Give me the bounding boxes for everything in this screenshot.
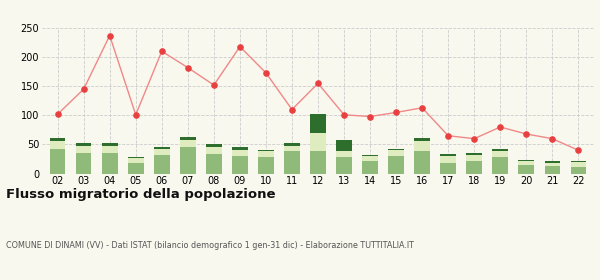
Bar: [258, 150, 274, 151]
Point: [469, 136, 479, 141]
Bar: [258, 157, 274, 174]
Bar: [440, 156, 456, 163]
Bar: [154, 147, 170, 149]
Point: [391, 110, 401, 115]
Bar: [493, 157, 508, 174]
Point: [418, 106, 427, 110]
Bar: [466, 153, 482, 155]
Bar: [388, 156, 404, 174]
Bar: [518, 161, 534, 165]
Bar: [545, 162, 560, 166]
Bar: [180, 137, 196, 140]
Point: [235, 45, 245, 49]
Bar: [284, 143, 300, 146]
Point: [574, 148, 583, 153]
Point: [183, 65, 193, 70]
Point: [261, 71, 271, 75]
Point: [287, 107, 297, 112]
Point: [443, 134, 453, 138]
Bar: [336, 157, 352, 174]
Bar: [128, 158, 143, 163]
Bar: [310, 114, 326, 133]
Bar: [571, 167, 586, 174]
Bar: [154, 155, 170, 174]
Bar: [440, 163, 456, 174]
Bar: [232, 147, 248, 150]
Bar: [102, 143, 118, 146]
Bar: [180, 147, 196, 174]
Bar: [180, 140, 196, 147]
Point: [313, 81, 323, 86]
Bar: [50, 138, 65, 141]
Point: [209, 83, 218, 87]
Bar: [76, 146, 91, 153]
Text: COMUNE DI DINAMI (VV) - Dati ISTAT (bilancio demografico 1 gen-31 dic) - Elabora: COMUNE DI DINAMI (VV) - Dati ISTAT (bila…: [6, 241, 414, 250]
Point: [521, 132, 531, 136]
Bar: [415, 151, 430, 174]
Bar: [232, 150, 248, 156]
Point: [79, 87, 88, 91]
Bar: [493, 149, 508, 151]
Point: [131, 113, 140, 117]
Point: [105, 33, 115, 38]
Bar: [102, 146, 118, 153]
Bar: [206, 147, 221, 154]
Bar: [362, 161, 378, 174]
Bar: [76, 143, 91, 146]
Bar: [440, 154, 456, 156]
Bar: [466, 161, 482, 174]
Bar: [518, 160, 534, 161]
Bar: [415, 141, 430, 151]
Bar: [336, 140, 352, 151]
Bar: [336, 151, 352, 157]
Bar: [571, 162, 586, 167]
Bar: [284, 146, 300, 151]
Point: [496, 125, 505, 129]
Bar: [102, 153, 118, 174]
Bar: [310, 133, 326, 151]
Bar: [362, 155, 378, 156]
Bar: [232, 156, 248, 174]
Bar: [388, 150, 404, 156]
Bar: [415, 138, 430, 141]
Bar: [493, 151, 508, 157]
Bar: [571, 161, 586, 162]
Point: [157, 49, 167, 53]
Bar: [50, 141, 65, 149]
Bar: [545, 166, 560, 174]
Bar: [258, 151, 274, 157]
Bar: [310, 151, 326, 174]
Point: [548, 136, 557, 141]
Bar: [466, 155, 482, 161]
Point: [339, 113, 349, 117]
Text: Flusso migratorio della popolazione: Flusso migratorio della popolazione: [6, 188, 275, 200]
Bar: [545, 161, 560, 162]
Bar: [128, 163, 143, 174]
Bar: [518, 165, 534, 174]
Bar: [206, 154, 221, 174]
Bar: [50, 149, 65, 174]
Point: [365, 114, 375, 119]
Bar: [284, 151, 300, 174]
Bar: [76, 153, 91, 174]
Point: [53, 112, 62, 116]
Bar: [362, 156, 378, 161]
Bar: [388, 149, 404, 150]
Bar: [206, 144, 221, 147]
Bar: [128, 157, 143, 158]
Bar: [154, 149, 170, 155]
